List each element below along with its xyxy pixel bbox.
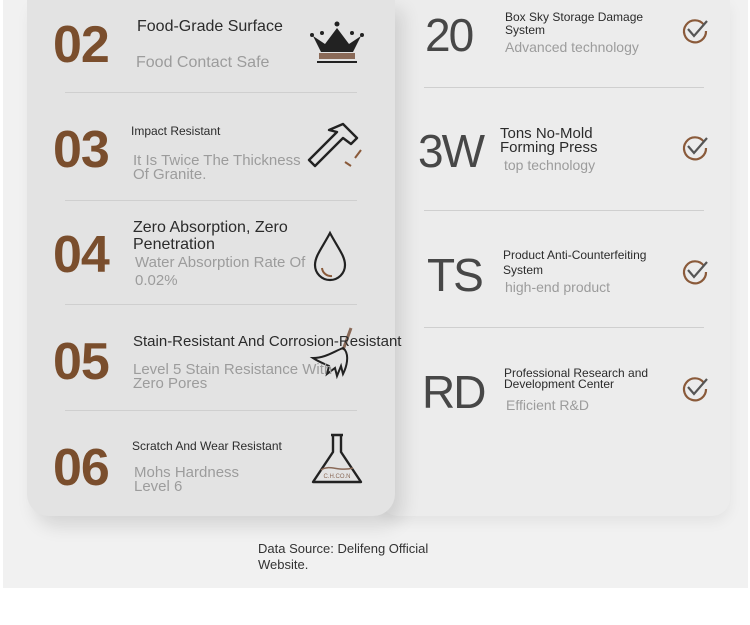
feature-number: 05 xyxy=(53,333,110,391)
feature-title: Product Anti-Counterfeiting System xyxy=(503,248,647,277)
divider xyxy=(424,210,704,211)
feature-code: 20 xyxy=(425,9,474,61)
feature-title: Stain-Resistant And Corrosion-Resistant xyxy=(133,333,402,350)
feature-code: 3W xyxy=(418,125,485,177)
feature-title: Professional Research and Development Ce… xyxy=(504,366,649,391)
feature-number: 03 xyxy=(53,121,110,179)
check-circle-icon xyxy=(682,19,708,44)
divider xyxy=(424,87,704,88)
feature-title: Scratch And Wear Resistant xyxy=(132,439,282,453)
broom-icon xyxy=(309,327,353,380)
feature-code: TS xyxy=(427,249,484,301)
check-circle-icon xyxy=(682,136,708,161)
feature-subtitle: top technology xyxy=(504,157,596,173)
crown-icon xyxy=(310,21,364,63)
check-circle-icon xyxy=(682,260,708,285)
divider xyxy=(65,304,357,305)
water-drop-icon xyxy=(313,230,347,282)
feature-title: Box Sky Storage Damage System xyxy=(505,10,644,37)
divider xyxy=(65,92,357,93)
feature-title: Impact Resistant xyxy=(131,124,221,138)
flask-icon: C.H.CO.N xyxy=(311,433,363,484)
feature-code: RD xyxy=(422,366,486,418)
feature-subtitle: high-end product xyxy=(505,279,611,295)
data-source-caption: Data Source: Delifeng Official Website. xyxy=(258,541,429,572)
feature-subtitle: Advanced technology xyxy=(505,39,639,55)
hammer-icon xyxy=(307,122,362,168)
feature-subtitle: Efficient R&D xyxy=(506,397,589,413)
feature-title: Tons No-Mold Forming Press xyxy=(500,125,598,156)
check-circle-icon xyxy=(682,377,708,402)
divider xyxy=(65,200,357,201)
feature-subtitle: It Is Twice The Thickness Of Granite. xyxy=(133,152,301,183)
right-panel: 20 Box Sky Storage Damage System Advance… xyxy=(380,0,730,516)
feature-number: 04 xyxy=(53,226,110,284)
feature-title: Food-Grade Surface xyxy=(137,18,283,35)
svg-text:C.H.CO.N: C.H.CO.N xyxy=(324,474,351,480)
divider xyxy=(65,410,357,411)
feature-subtitle: Food Contact Safe xyxy=(136,54,270,71)
feature-subtitle: Level 5 Stain Resistance With Zero Pores xyxy=(133,361,333,392)
feature-title: Zero Absorption, Zero Penetration xyxy=(133,219,288,253)
feature-number: 02 xyxy=(53,16,110,74)
feature-subtitle: Mohs Hardness Level 6 xyxy=(134,464,240,495)
left-card: 02 Food-Grade Surface Food Contact Safe … xyxy=(27,0,401,516)
divider xyxy=(424,327,704,328)
feature-subtitle: Water Absorption Rate Of 0.02% xyxy=(135,254,306,289)
feature-number: 06 xyxy=(53,439,110,497)
